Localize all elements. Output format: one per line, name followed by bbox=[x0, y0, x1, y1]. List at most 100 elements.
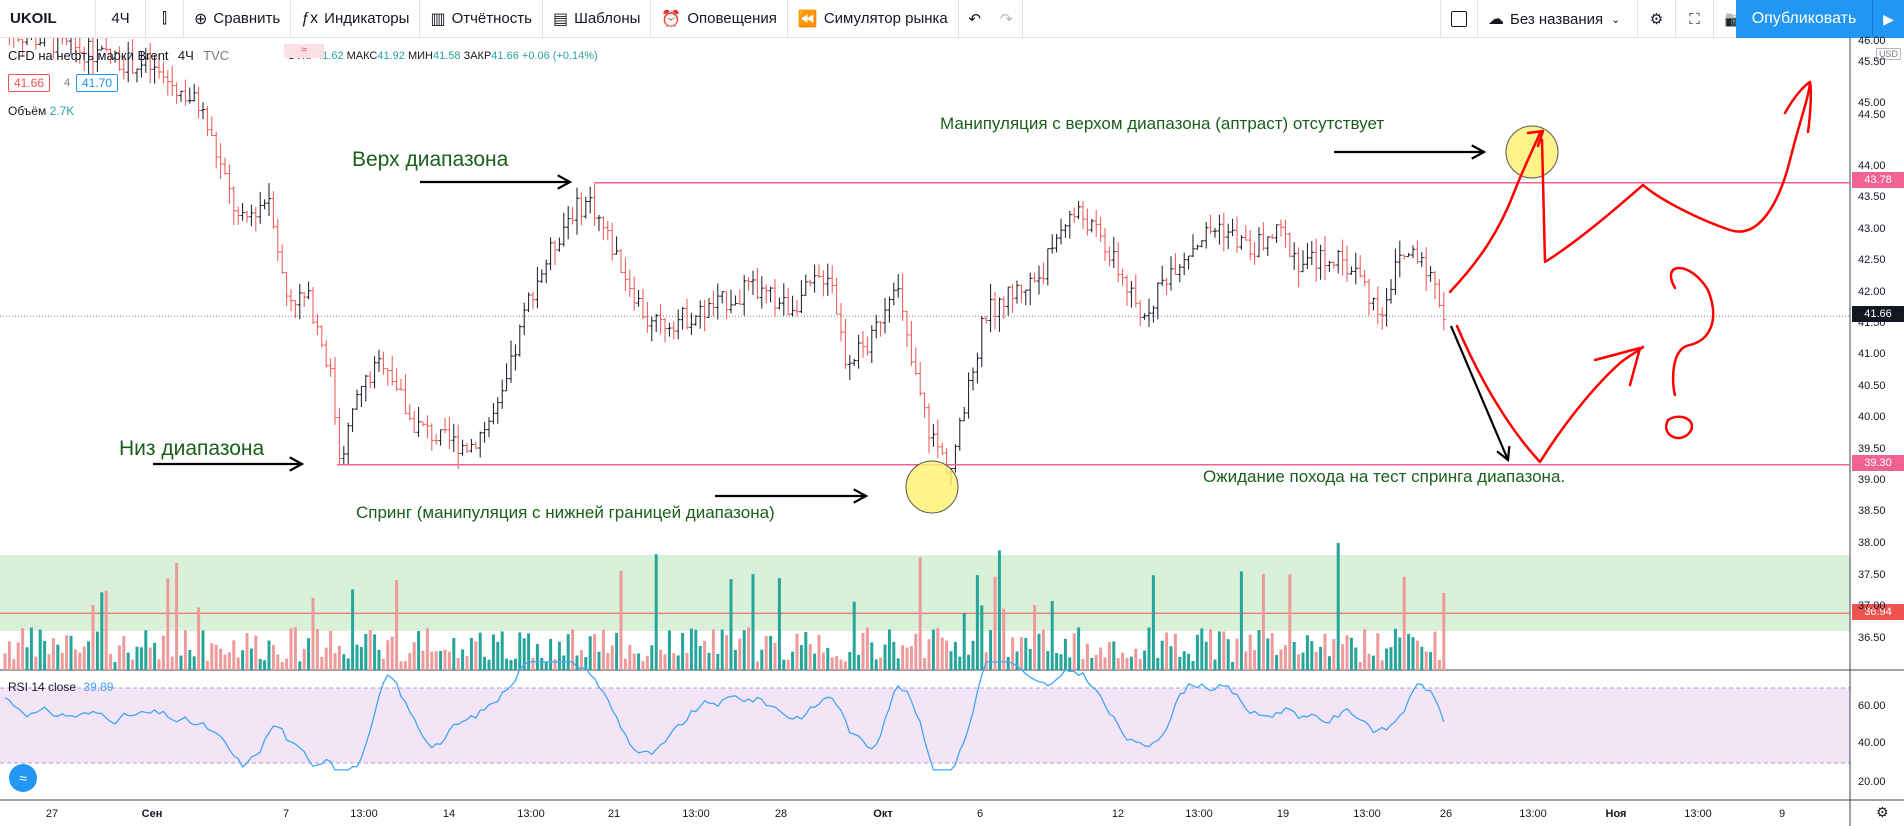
currency-label[interactable]: USD bbox=[1876, 48, 1902, 60]
volume-bar bbox=[447, 651, 451, 670]
volume-bar bbox=[47, 654, 51, 670]
candle bbox=[993, 291, 997, 330]
volume-bar bbox=[1200, 628, 1204, 670]
candle bbox=[1406, 252, 1411, 257]
volume-bar bbox=[1059, 654, 1063, 670]
volume-bar bbox=[641, 661, 645, 670]
candle bbox=[1107, 246, 1112, 267]
candle bbox=[509, 340, 513, 383]
replay-button[interactable]: ⏪ Симулятор рынка bbox=[788, 0, 959, 38]
candle bbox=[412, 410, 417, 433]
candle bbox=[1169, 256, 1173, 291]
candle bbox=[1059, 218, 1063, 245]
alerts-button[interactable]: ⏰ Оповещения bbox=[651, 0, 788, 38]
candle bbox=[1252, 241, 1257, 265]
layout-name-label: Без названия bbox=[1510, 10, 1604, 28]
candle bbox=[927, 403, 931, 454]
annotation-range-top: Верх диапазона bbox=[352, 148, 509, 171]
candle bbox=[597, 214, 601, 232]
volume-bar bbox=[518, 632, 522, 670]
candle bbox=[610, 222, 615, 261]
chart-canvas[interactable] bbox=[0, 38, 1904, 826]
candle bbox=[253, 207, 258, 232]
price-tag-range-bottom: 39.30 bbox=[1852, 455, 1904, 471]
tradingview-logo-icon[interactable]: ≈ bbox=[9, 764, 37, 792]
settings-button[interactable]: ⚙ bbox=[1638, 0, 1676, 38]
volume-bar bbox=[434, 651, 438, 670]
candle bbox=[179, 90, 183, 102]
candle bbox=[940, 442, 945, 455]
time-axis-tick: 28 bbox=[774, 808, 788, 820]
volume-bar bbox=[227, 652, 231, 670]
price-axis-tick: 38.00 bbox=[1858, 537, 1886, 549]
volume-bar bbox=[183, 630, 187, 670]
volume-bar bbox=[975, 575, 979, 670]
fullscreen-icon: ⛶ bbox=[1689, 10, 1700, 28]
candle bbox=[183, 79, 188, 106]
candle bbox=[843, 318, 848, 369]
ask-price-box[interactable]: 41.70 bbox=[76, 74, 119, 92]
candle bbox=[1279, 219, 1283, 237]
candle bbox=[117, 46, 122, 72]
candle bbox=[8, 38, 10, 46]
candle bbox=[1037, 265, 1041, 295]
candle bbox=[623, 257, 628, 292]
financials-button[interactable]: ▥ Отчётность bbox=[420, 0, 543, 38]
redo-button[interactable]: ↷ bbox=[991, 0, 1023, 38]
volume-bar bbox=[953, 641, 957, 670]
volume-bar bbox=[1305, 635, 1309, 670]
layout-name-button[interactable]: ☁ Без названия ⌄ bbox=[1478, 0, 1638, 38]
publish-button[interactable]: Опубликовать bbox=[1736, 0, 1872, 38]
candle bbox=[1441, 292, 1446, 331]
candle bbox=[1437, 279, 1442, 308]
interval-button[interactable]: 4Ч bbox=[96, 0, 146, 38]
undo-icon: ↶ bbox=[968, 10, 982, 28]
templates-button[interactable]: ▤ Шаблоны bbox=[543, 0, 652, 38]
candle bbox=[671, 321, 676, 340]
indicators-button[interactable]: ƒx Индикаторы bbox=[291, 0, 421, 38]
candle bbox=[135, 68, 139, 83]
axis-settings-gear-icon[interactable]: ⚙ bbox=[1876, 804, 1889, 820]
symbol-search-button[interactable]: UKOIL bbox=[0, 0, 96, 38]
candle bbox=[526, 292, 531, 313]
layout-select-button[interactable] bbox=[1440, 0, 1478, 38]
candle bbox=[1331, 261, 1336, 269]
candle bbox=[1397, 240, 1402, 278]
compare-button[interactable]: ⊕ Сравнить bbox=[184, 0, 292, 38]
candle bbox=[346, 422, 351, 466]
volume-bar bbox=[373, 634, 377, 670]
candle bbox=[746, 276, 751, 291]
undo-button[interactable]: ↶ bbox=[959, 0, 991, 38]
volume-bar bbox=[87, 641, 91, 670]
bid-price-box[interactable]: 41.66 bbox=[8, 74, 51, 92]
volume-bar bbox=[364, 634, 368, 670]
volume-bar bbox=[711, 629, 715, 670]
arrow-range-top bbox=[420, 174, 573, 190]
volume-bar bbox=[566, 634, 570, 670]
volume-bar bbox=[830, 657, 834, 670]
candle bbox=[979, 315, 984, 368]
candle bbox=[1239, 235, 1244, 250]
volume-bar bbox=[945, 640, 949, 670]
volume-bar bbox=[905, 647, 909, 670]
volume-bar bbox=[78, 652, 82, 670]
fullscreen-button[interactable]: ⛶ bbox=[1676, 0, 1714, 38]
price-axis-tick: 39.50 bbox=[1858, 443, 1886, 455]
volume-bar bbox=[456, 657, 460, 670]
publish-play-button[interactable]: ▶ bbox=[1872, 0, 1904, 38]
time-axis-tick: 7 bbox=[282, 808, 290, 820]
legend-toggle[interactable]: ≈ bbox=[284, 44, 324, 58]
volume-bar bbox=[848, 652, 852, 670]
volume-bar bbox=[1248, 634, 1252, 670]
time-axis-tick: 14 bbox=[442, 808, 456, 820]
volume-bar bbox=[443, 649, 447, 670]
volume-bar bbox=[786, 659, 790, 670]
candle bbox=[1327, 260, 1332, 272]
candle bbox=[953, 444, 958, 473]
volume-bar bbox=[307, 638, 311, 670]
chart-style-button[interactable]: ⫿ bbox=[146, 0, 184, 38]
volume-bar bbox=[3, 653, 7, 670]
volume-bar bbox=[25, 647, 29, 670]
candle bbox=[258, 191, 263, 224]
candle bbox=[1111, 236, 1116, 269]
